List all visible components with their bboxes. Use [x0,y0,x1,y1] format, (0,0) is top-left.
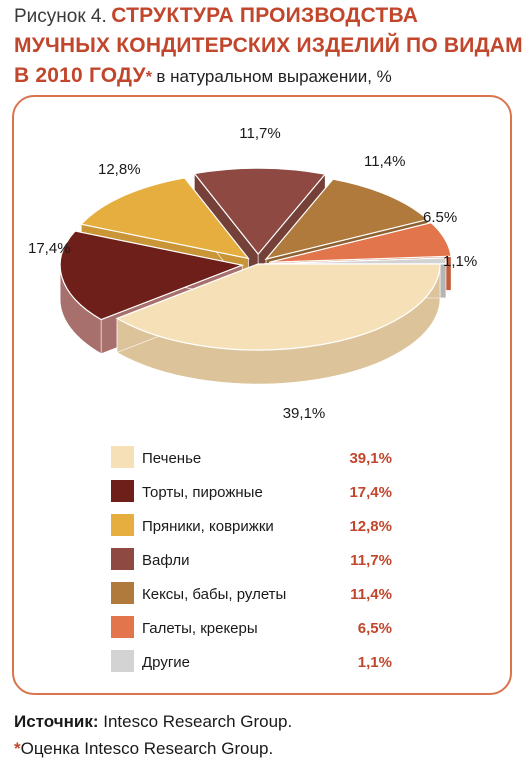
legend-value-4: 11,7% [350,552,392,569]
chart-title-block: Рисунок 4. СТРУКТУРА ПРОИЗВОДСТВА МУЧНЫХ… [14,2,523,92]
legend-value-7: 1,1% [358,654,392,671]
legend-label-7: Другие [142,654,190,671]
legend-label-2: Торты, пирожные [142,484,263,501]
note-text: Оценка Intesco Research Group. [20,739,274,758]
pie-slice-1 [115,263,441,351]
estimate-note: *Оценка Intesco Research Group. [14,739,273,759]
legend-swatch-3 [111,514,134,536]
chart-title-line-2: МУЧНЫХ КОНДИТЕРСКИХ ИЗДЕЛИЙ ПО ВИДАМ [14,34,523,57]
legend-value-6: 6,5% [358,620,392,637]
legend-swatch-4 [111,548,134,570]
legend-value-1: 39,1% [349,450,392,467]
slice-value-label-3: 12,8% [98,161,141,178]
legend-label-5: Кексы, бабы, рулеты [142,586,286,603]
legend-swatch-5 [111,582,134,604]
pie-slice-4 [193,167,327,256]
figure-label: Рисунок 4. [14,6,107,27]
title-asterisk: * [145,69,152,86]
legend-label-3: Пряники, коврижки [142,518,274,535]
legend-swatch-1 [111,446,134,468]
chart-frame [12,95,512,695]
slice-value-label-2: 17,4% [28,240,71,257]
legend-swatch-2 [111,480,134,502]
slice-value-label-6: 6.5% [423,209,457,226]
pie-slice-2 [59,230,245,321]
chart-title-line-3: В 2010 ГОДУ [14,64,146,87]
slice-value-label-1: 39,1% [283,405,326,422]
source-label: Источник: [14,712,99,731]
chart-title-line-1: СТРУКТУРА ПРОИЗВОДСТВА [111,4,419,27]
pie-slice-7 [263,257,447,265]
pie-slice-5 [264,178,429,261]
chart-units: в натуральном выражении, % [156,67,392,86]
source-line: Источник: Intesco Research Group. [14,712,292,732]
legend-swatch-7 [111,650,134,672]
slice-value-label-5: 11,4% [364,153,405,170]
legend-label-4: Вафли [142,552,190,569]
note-asterisk: * [14,739,21,758]
legend-value-3: 12,8% [349,518,392,535]
legend-label-6: Галеты, крекеры [142,620,258,637]
source-text: Intesco Research Group. [103,712,293,731]
legend-label-1: Печенье [142,450,201,467]
pie-slice-3 [80,177,250,260]
slice-value-label-7: 1,1% [443,253,477,270]
pie-slice-6 [269,222,452,263]
legend-swatch-6 [111,616,134,638]
legend-value-2: 17,4% [349,484,392,501]
legend-value-5: 11,4% [350,586,392,603]
slice-value-label-4: 11,7% [239,125,280,142]
